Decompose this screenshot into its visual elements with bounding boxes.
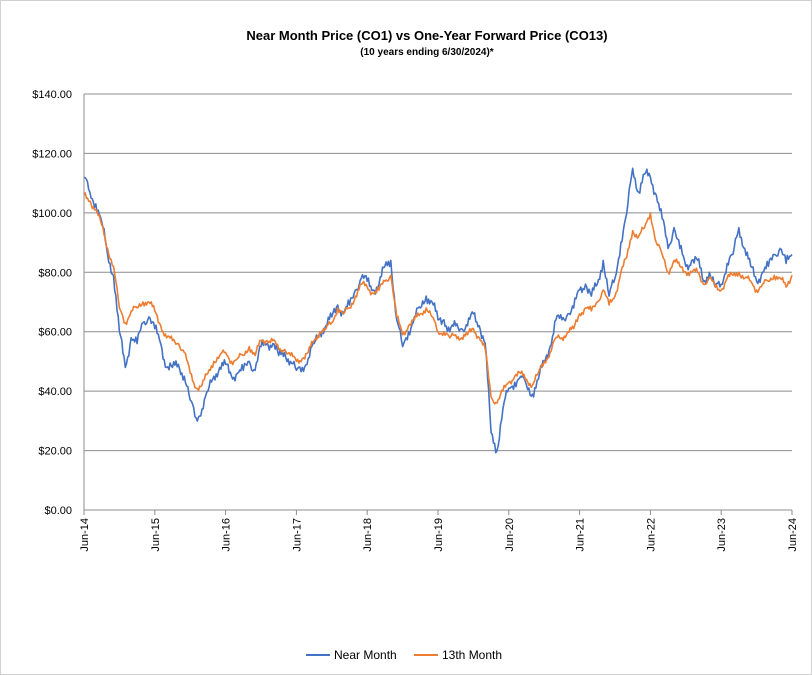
x-axis-ticks: Jun-14 Jun-15 Jun-16 Jun-17 Jun-18 Jun-19 Jun-…	[79, 518, 799, 552]
y-tick-label: $60.00	[38, 327, 72, 339]
y-tick-label: $0.00	[44, 505, 72, 517]
y-tick-label: $120.00	[32, 148, 72, 160]
legend-label: Near Month	[334, 648, 397, 662]
x-tick-label: Jun-14	[79, 518, 91, 552]
series-line-13th-month	[83, 192, 793, 405]
legend: Near Month 13th Month	[306, 648, 502, 662]
x-tick-label: Jun-20	[504, 518, 516, 552]
y-tick-label: $100.00	[32, 208, 72, 220]
axes	[83, 94, 793, 515]
y-tick-label: $20.00	[38, 446, 72, 458]
x-tick-label: Jun-17	[291, 518, 303, 552]
y-tick-label: $80.00	[38, 267, 72, 279]
x-tick-label: Jun-16	[221, 518, 233, 552]
y-tick-label: $140.00	[32, 89, 72, 101]
x-tick-label: Jun-24	[787, 518, 799, 552]
x-tick-label: Jun-19	[433, 518, 445, 552]
y-tick-label: $40.00	[38, 386, 72, 398]
x-tick-label: Jun-15	[150, 518, 162, 552]
plot-series	[83, 167, 793, 454]
legend-label: 13th Month	[442, 648, 502, 662]
x-tick-label: Jun-23	[716, 518, 728, 552]
y-axis-ticks: $0.00 $20.00 $40.00 $60.00 $80.00 $100.00 $120…	[32, 89, 72, 517]
gridlines	[84, 93, 792, 452]
x-tick-label: Jun-18	[362, 518, 374, 552]
x-tick-label: Jun-21	[575, 518, 587, 552]
x-tick-label: Jun-22	[645, 518, 657, 552]
chart-title: Near Month Price (CO1) vs One-Year Forwa…	[246, 28, 607, 43]
series-line-near-month	[83, 167, 793, 454]
chart-subtitle: (10 years ending 6/30/2024)*	[360, 47, 494, 58]
